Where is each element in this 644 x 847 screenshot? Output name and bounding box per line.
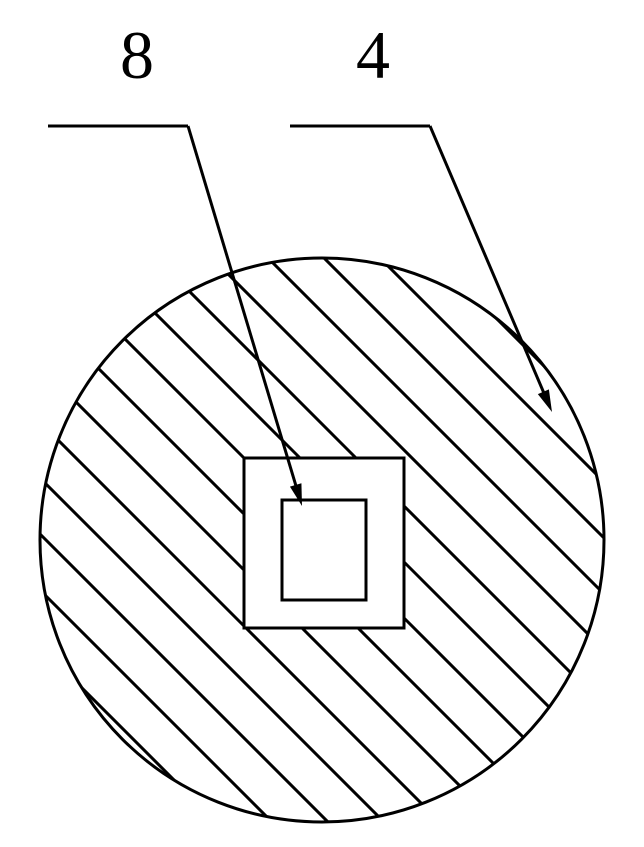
cross-section-svg — [0, 0, 644, 842]
callout-label-4: 4 — [356, 16, 390, 95]
inner-square — [282, 500, 366, 600]
callout-label-8: 8 — [120, 16, 154, 95]
diagram-container: 8 4 — [0, 0, 644, 842]
